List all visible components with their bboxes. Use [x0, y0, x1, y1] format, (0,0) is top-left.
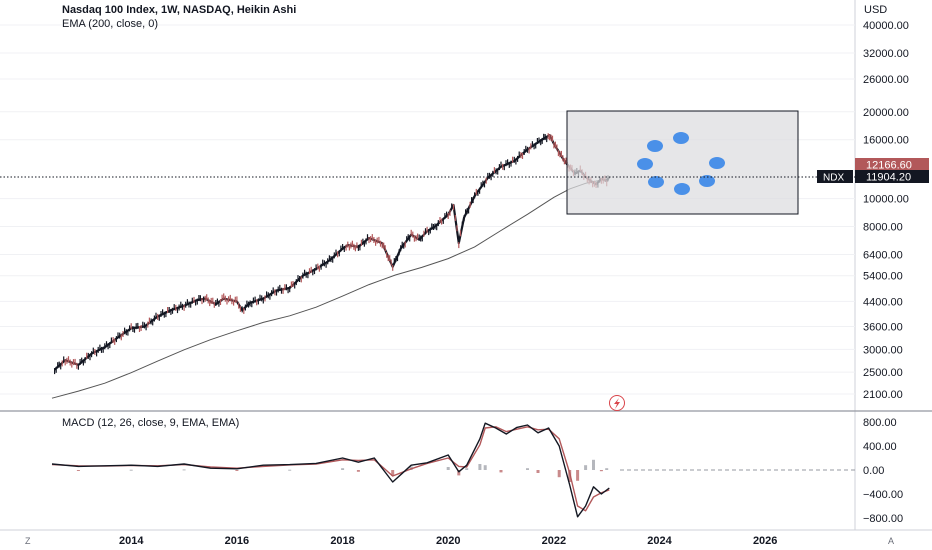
chart-title: Nasdaq 100 Index, 1W, NASDAQ, Heikin Ash… — [62, 4, 297, 16]
macd-histogram-bar — [288, 469, 292, 471]
macd-histogram-bar — [76, 470, 80, 471]
macd-histogram — [76, 459, 609, 482]
macd-histogram-bar — [576, 470, 580, 481]
price-tick-label: 3600.00 — [863, 322, 903, 334]
price-tick-label: 2100.00 — [863, 389, 903, 401]
lightning-icon-glyph — [614, 398, 620, 409]
macd-histogram-bar — [341, 468, 345, 470]
signal-line — [51, 426, 610, 512]
macd-histogram-bar — [446, 467, 450, 470]
macd-histogram-bar — [592, 459, 595, 470]
macd-tick-label: 400.00 — [863, 441, 897, 453]
macd-tick-label: 0.00 — [863, 465, 884, 477]
time-axis[interactable]: 2014 2016 2018 2020 2022 2024 2026 — [119, 535, 777, 547]
price-line — [53, 134, 611, 371]
macd-tick-label: −800.00 — [863, 513, 903, 525]
price-tick-label: 2500.00 — [863, 367, 903, 379]
macd-histogram-bar — [557, 470, 561, 478]
ema-price-tag — [855, 158, 929, 171]
macd-histogram-bar — [457, 470, 461, 476]
drawing-dot[interactable] — [709, 157, 725, 169]
macd-histogram-bar — [391, 470, 395, 476]
time-tick-label: 2020 — [436, 535, 460, 547]
macd-tick-label: −400.00 — [863, 489, 903, 501]
price-tick-label: 16000.00 — [863, 135, 909, 147]
price-tick-label: 5400.00 — [863, 271, 903, 283]
auto-scale-button[interactable]: A — [888, 536, 894, 546]
time-tick-label: 2014 — [119, 535, 144, 547]
macd-histogram-bar — [478, 464, 482, 470]
drawing-dot[interactable] — [699, 175, 715, 187]
time-tick-label: 2022 — [542, 535, 566, 547]
ema-line — [51, 177, 610, 399]
last-price-tag — [855, 170, 929, 183]
drawing-dot[interactable] — [674, 183, 690, 195]
time-tick-label: 2026 — [753, 535, 777, 547]
price-tick-label: 6400.00 — [863, 249, 903, 261]
macd-histogram-bar — [465, 468, 469, 470]
price-tick-label: 20000.00 — [863, 107, 909, 119]
symbol-tag — [817, 170, 853, 183]
drawing-dot[interactable] — [637, 158, 653, 170]
price-tick-label: 4400.00 — [863, 296, 903, 308]
macd-line — [51, 422, 610, 518]
ema-price-tag-label: 12166.60 — [866, 160, 912, 172]
macd-axis[interactable]: 800.00 400.00 0.00 −400.00 −800.00 — [863, 417, 903, 525]
price-series — [53, 133, 611, 375]
macd-histogram-bar — [235, 470, 239, 471]
macd-histogram-bar — [605, 468, 609, 470]
price-tick-label: 32000.00 — [863, 48, 909, 60]
macd-histogram-bar — [526, 468, 529, 470]
price-tick-label: 40000.00 — [863, 20, 909, 32]
macd-histogram-bar — [584, 465, 588, 470]
price-tick-label: 26000.00 — [863, 74, 909, 86]
ema-legend: EMA (200, close, 0) — [62, 18, 158, 30]
macd-histogram-bar — [599, 470, 603, 472]
macd-histogram-bar — [483, 465, 487, 470]
drawing-dot[interactable] — [647, 140, 663, 152]
symbol-tag-label: NDX — [823, 173, 844, 184]
macd-tick-label: 800.00 — [863, 417, 897, 429]
time-tick-label: 2016 — [225, 535, 249, 547]
last-price-tag-label: 11904.20 — [866, 172, 911, 184]
price-tick-label: 3000.00 — [863, 344, 903, 356]
ema-line-path — [51, 177, 610, 399]
time-tick-label: 2024 — [647, 535, 672, 547]
drawing-rectangle[interactable] — [566, 110, 799, 215]
currency-label: USD — [864, 4, 887, 16]
macd-histogram-bar — [499, 470, 503, 473]
macd-histogram-bar — [182, 469, 186, 471]
zoom-reset-button[interactable]: Z — [25, 536, 31, 546]
drawing-dot[interactable] — [648, 176, 664, 188]
price-grid — [0, 24, 855, 395]
price-axis[interactable]: 40000.00 32000.00 26000.00 20000.00 16000.00… — [863, 20, 909, 401]
macd-lines — [51, 422, 610, 518]
macd-histogram-bar — [536, 470, 540, 473]
drawing-dot[interactable] — [673, 132, 689, 144]
macd-histogram-bar — [356, 470, 360, 472]
time-tick-label: 2018 — [330, 535, 354, 547]
price-tick-label: 10000.00 — [863, 194, 909, 206]
price-tick-label: 8000.00 — [863, 222, 903, 234]
macd-legend: MACD (12, 26, close, 9, EMA, EMA) — [62, 417, 240, 429]
macd-histogram-bar — [129, 469, 133, 471]
